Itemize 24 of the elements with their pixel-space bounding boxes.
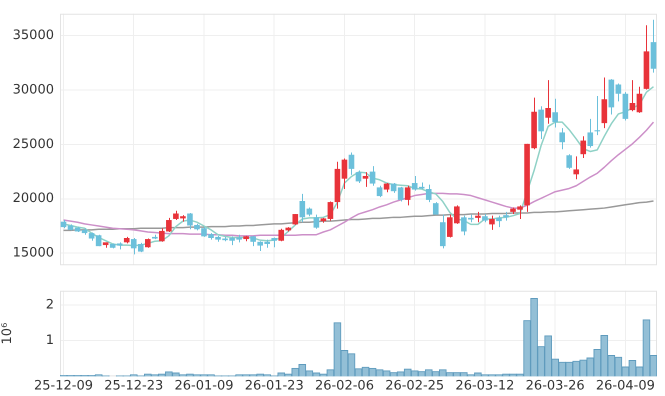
x-tick-label: 26-03-26 bbox=[526, 378, 585, 394]
x-tick-label: 25-12-23 bbox=[104, 378, 164, 394]
x-tick-label: 26-02-06 bbox=[314, 378, 374, 394]
candlestick bbox=[489, 215, 495, 230]
candlestick bbox=[356, 170, 362, 184]
y-tick-label: 25000 bbox=[12, 136, 54, 152]
y-tick-label: 1 bbox=[46, 333, 54, 348]
candlestick bbox=[348, 152, 354, 176]
y-axis-title: 10⁶ bbox=[0, 322, 16, 344]
candlestick bbox=[650, 19, 656, 74]
x-tick-label: 26-02-25 bbox=[385, 378, 444, 394]
y-tick-label: 20000 bbox=[12, 191, 54, 206]
y-tick-label: 2 bbox=[46, 297, 54, 312]
y-tick-label: 30000 bbox=[12, 82, 54, 98]
x-tick-label: 26-01-09 bbox=[174, 378, 234, 394]
y-tick-label: 15000 bbox=[12, 246, 54, 261]
x-tick-label: 25-12-09 bbox=[34, 378, 94, 394]
x-tick-label: 26-01-23 bbox=[244, 378, 304, 394]
candlestick bbox=[475, 211, 481, 223]
candlestick bbox=[594, 95, 600, 136]
x-tick-label: 26-04-09 bbox=[596, 378, 655, 394]
candlestick bbox=[503, 211, 509, 222]
x-tick-label: 26-03-12 bbox=[455, 378, 514, 394]
y-tick-label: 35000 bbox=[12, 28, 54, 43]
